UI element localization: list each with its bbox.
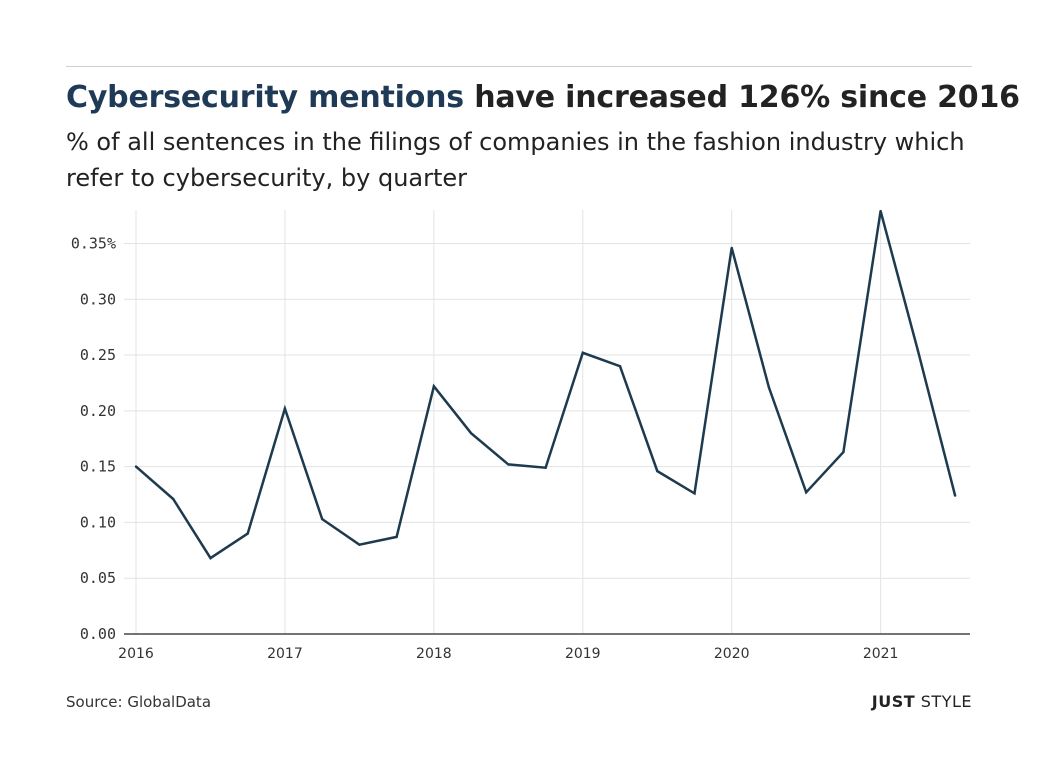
chart-title: Cybersecurity mentions have increased 12… bbox=[66, 80, 1020, 115]
data-point bbox=[432, 385, 436, 388]
data-point bbox=[246, 532, 249, 535]
data-point bbox=[544, 466, 547, 469]
data-point bbox=[172, 497, 175, 501]
data-point bbox=[209, 556, 212, 560]
data-point bbox=[358, 543, 361, 546]
data-point bbox=[730, 246, 733, 250]
data-point bbox=[283, 407, 287, 410]
data-point bbox=[953, 494, 957, 497]
data-point bbox=[469, 431, 473, 435]
y-tick-label: 0.00 bbox=[80, 625, 116, 643]
data-point bbox=[767, 386, 771, 389]
y-tick-label: 0.35% bbox=[71, 234, 116, 252]
data-point bbox=[395, 535, 398, 539]
data-point bbox=[581, 351, 584, 355]
data-point bbox=[656, 469, 659, 473]
x-tick-label: 2021 bbox=[863, 646, 899, 662]
data-point bbox=[618, 365, 622, 368]
series-line bbox=[135, 210, 957, 560]
chart-subtitle: % of all sentences in the filings of com… bbox=[66, 128, 965, 192]
title-accent: Cybersecurity mentions bbox=[66, 80, 464, 115]
logo-just: JUST bbox=[871, 692, 916, 711]
publisher-logo: JUST STYLE bbox=[872, 692, 972, 711]
y-tick-label: 0.30 bbox=[80, 290, 116, 308]
data-point bbox=[879, 209, 882, 213]
data-point bbox=[693, 492, 696, 495]
line-chart: 0.00 0.05 0.10 0.15 0.20 0.25 0.35% 0.30 2016 201… bbox=[71, 209, 970, 662]
y-tick-label: 0.10 bbox=[80, 513, 116, 531]
x-tick-label: 2020 bbox=[714, 646, 750, 662]
grid-layer bbox=[124, 210, 970, 634]
y-tick-label: 0.25 bbox=[80, 346, 116, 364]
series-layer bbox=[134, 209, 957, 560]
logo-style: STYLE bbox=[920, 692, 972, 711]
y-tick-label: 0.20 bbox=[80, 402, 116, 420]
data-point bbox=[804, 491, 808, 494]
data-point bbox=[320, 517, 324, 521]
title-rest: have increased 126% since 2016 bbox=[474, 80, 1020, 115]
y-tick-label: 0.05 bbox=[80, 569, 116, 587]
data-point bbox=[134, 465, 138, 468]
top-divider bbox=[66, 66, 972, 67]
y-tick-label: 0.15 bbox=[80, 458, 116, 476]
data-point bbox=[507, 463, 510, 466]
source-note: Source: GlobalData bbox=[66, 693, 212, 711]
data-point bbox=[916, 349, 920, 352]
x-tick-label: 2018 bbox=[416, 646, 452, 662]
tick-label-layer: 0.00 0.05 0.10 0.15 0.20 0.25 0.35% 0.30 2016 201… bbox=[71, 234, 899, 662]
x-tick-label: 2019 bbox=[565, 646, 601, 662]
x-tick-label: 2016 bbox=[118, 646, 154, 662]
data-point bbox=[842, 450, 845, 454]
x-tick-label: 2017 bbox=[267, 646, 303, 662]
